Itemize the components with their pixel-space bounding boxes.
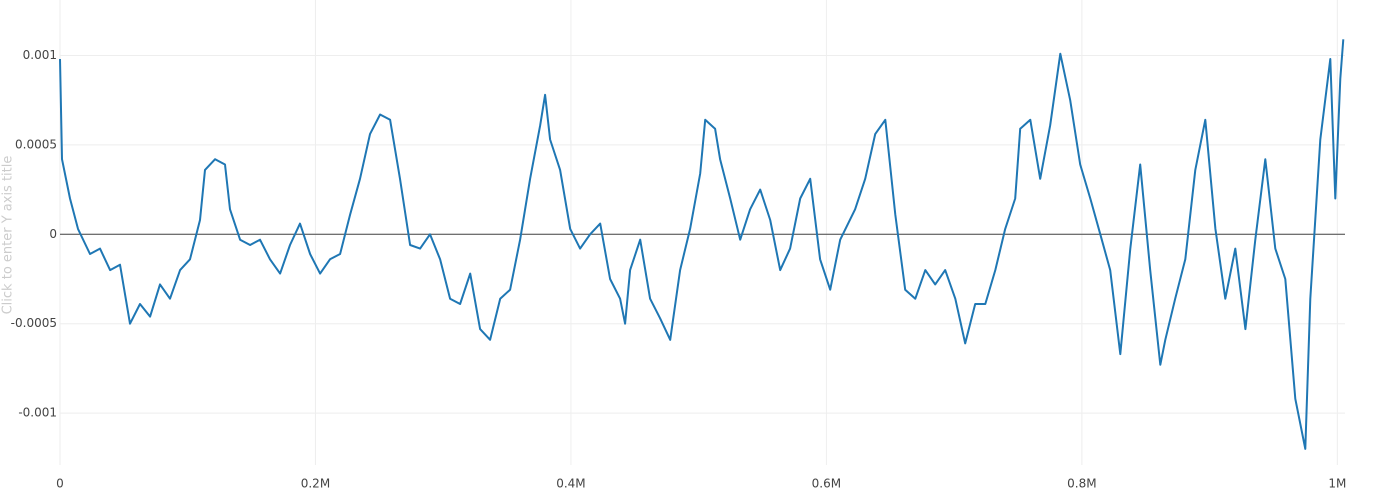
y-tick-label: -0.001 (18, 406, 57, 420)
x-tick-label: 1M (1328, 477, 1346, 491)
x-tick-label: 0.4M (556, 477, 585, 491)
y-tick-label: -0.0005 (11, 316, 57, 330)
x-tick-label: 0.6M (812, 477, 841, 491)
y-axis-title[interactable]: Click to enter Y axis title (1, 156, 16, 315)
y-tick-label: 0.0005 (15, 137, 57, 151)
y-tick-label: 0.001 (23, 48, 57, 62)
x-tick-label: 0.2M (301, 477, 330, 491)
x-tick-label: 0.8M (1067, 477, 1096, 491)
x-tick-label: 0 (56, 477, 64, 491)
y-tick-label: 0 (49, 227, 57, 241)
data-line (59, 39, 1345, 450)
